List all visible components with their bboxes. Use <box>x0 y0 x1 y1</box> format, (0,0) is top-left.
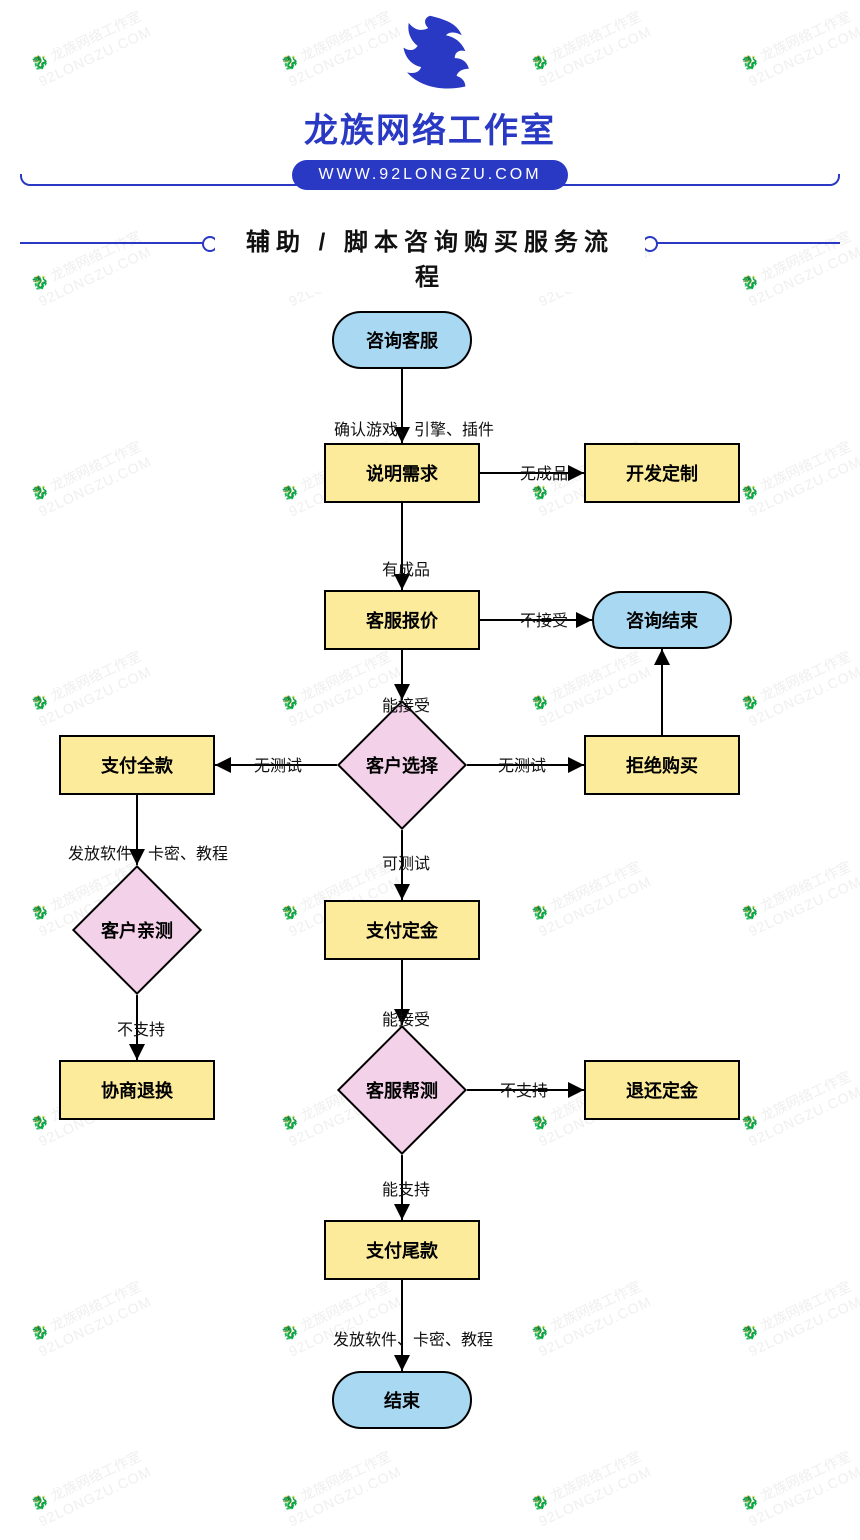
header: 龙族网络工作室 WWW.92LONGZU.COM 辅助 / 脚本咨询购买服务流程 <box>0 14 860 284</box>
dragon-logo-icon <box>0 14 860 95</box>
subtitle-text: 辅助 / 脚本咨询购买服务流程 <box>215 222 645 292</box>
edge-label-e5: 能接受 <box>382 692 430 716</box>
flowchart: 咨询客服说明需求 开发定制客服报价 咨询结束客户选择 支付全款 拒绝购买支付定金 客户亲测… <box>0 310 860 1530</box>
node-payfull: 支付全款 <box>59 735 215 795</box>
node-label: 客户亲测 <box>101 917 173 943</box>
edge-label-e3: 有成品 <box>382 556 430 580</box>
node-refuse: 拒绝购买 <box>584 735 740 795</box>
edge-label-e7: 无测试 <box>498 752 546 776</box>
page: 🐉 龙族网络工作室92LONGZU.COM🐉 龙族网络工作室92LONGZU.C… <box>0 0 860 1540</box>
edge-label-e6: 无测试 <box>254 752 302 776</box>
node-quote: 客服报价 <box>324 590 480 650</box>
edge-label-e1: 确认游戏、引擎、插件 <box>334 416 494 440</box>
node-deposit: 支付定金 <box>324 900 480 960</box>
node-end: 结束 <box>332 1371 472 1429</box>
node-refundchg: 协商退换 <box>59 1060 215 1120</box>
edge-label-e11: 不支持 <box>117 1016 165 1040</box>
node-start: 咨询客服 <box>332 311 472 369</box>
node-refunddep: 退还定金 <box>584 1060 740 1120</box>
node-custom: 开发定制 <box>584 443 740 503</box>
edge-label-e10: 发放软件、卡密、教程 <box>68 840 228 864</box>
node-need: 说明需求 <box>324 443 480 503</box>
edge-label-e2: 无成品 <box>520 460 568 484</box>
edge-label-e4: 不接受 <box>520 607 568 631</box>
node-payrest: 支付尾款 <box>324 1220 480 1280</box>
subtitle-bar: 辅助 / 脚本咨询购买服务流程 <box>0 208 860 248</box>
page-title: 龙族网络工作室 <box>0 103 860 152</box>
edge-label-e13: 不支持 <box>500 1077 548 1101</box>
node-endask: 咨询结束 <box>592 591 732 649</box>
edge-label-e12: 能接受 <box>382 1006 430 1030</box>
node-label: 客户选择 <box>366 752 438 778</box>
edge-label-e9: 可测试 <box>382 850 430 874</box>
edge-label-e14: 能支持 <box>382 1176 430 1200</box>
node-label: 客服帮测 <box>366 1077 438 1103</box>
edge-label-e15: 发放软件、卡密、教程 <box>333 1326 493 1350</box>
